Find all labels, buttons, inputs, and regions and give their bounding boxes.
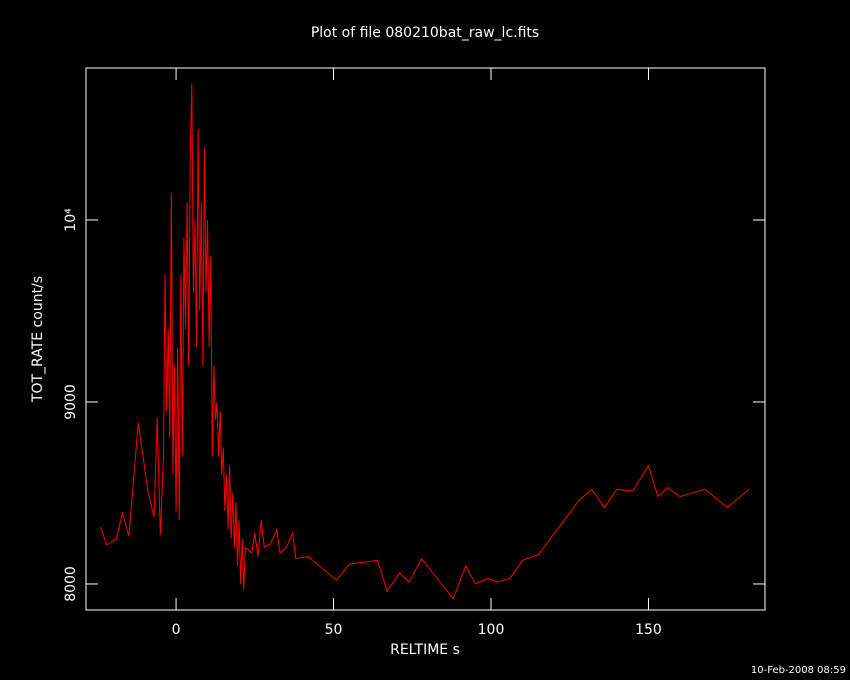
x-tick-label: 100 [478,622,505,638]
y-tick-label: 10⁴ [63,208,79,232]
chart-title: Plot of file 080210bat_raw_lc.fits [311,25,539,41]
x-tick-label: 50 [325,622,343,638]
y-tick-label: 8000 [63,566,79,602]
x-tick-label: 0 [172,622,181,638]
y-tick-label: 9000 [63,384,79,420]
footer-timestamp: 10-Feb-2008 08:59 [751,665,846,676]
x-axis-label: RELTIME s [390,642,460,658]
data-line [100,83,750,600]
y-axis-label: TOT_RATE count/s [30,276,46,403]
x-tick-label: 150 [635,622,662,638]
plot-frame [85,67,766,611]
